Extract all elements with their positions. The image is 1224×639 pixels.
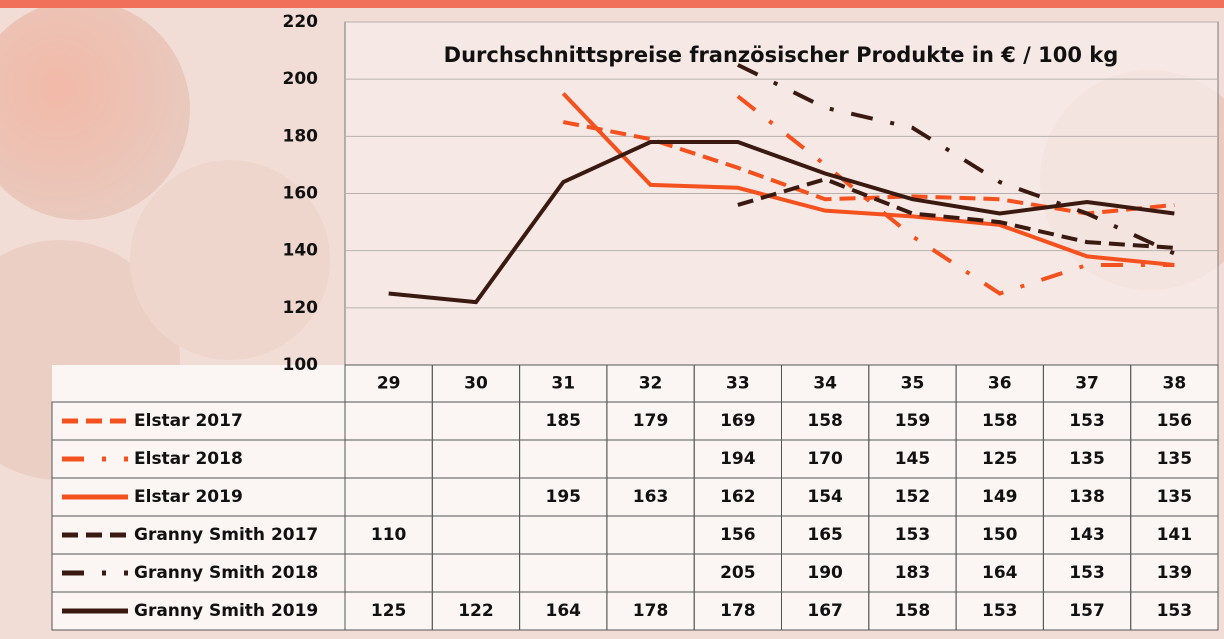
x-tick-label: 35	[901, 374, 925, 394]
table-value: 125	[982, 449, 1018, 469]
table-value: 153	[982, 601, 1018, 621]
table-value: 153	[895, 525, 931, 545]
table-value: 205	[720, 563, 756, 583]
x-tick-label: 34	[813, 374, 837, 394]
y-tick-label: 140	[283, 241, 319, 261]
y-tick-label: 160	[283, 184, 319, 204]
table-value: 149	[982, 487, 1018, 507]
legend-label: Granny Smith 2017	[134, 525, 318, 545]
series-line	[736, 94, 1175, 296]
top-strip	[0, 0, 1224, 8]
table-value: 163	[633, 487, 669, 507]
table-value: 178	[633, 601, 669, 621]
y-tick-label: 200	[283, 69, 319, 89]
table-value: 190	[807, 563, 843, 583]
table-value: 179	[633, 411, 669, 431]
table-value: 153	[1157, 601, 1193, 621]
table-cell	[1130, 591, 1219, 631]
table-value: 152	[895, 487, 931, 507]
table-value: 135	[1157, 449, 1193, 469]
table-value: 157	[1069, 601, 1105, 621]
x-tick-label: 29	[377, 374, 401, 394]
table-value: 156	[720, 525, 756, 545]
apple-decoration	[0, 0, 190, 220]
table-value: 185	[546, 411, 582, 431]
table-value: 110	[371, 525, 407, 545]
table-value: 138	[1069, 487, 1105, 507]
apple-decoration	[130, 160, 330, 360]
legend-label: Granny Smith 2018	[134, 563, 318, 583]
table-value: 169	[720, 411, 756, 431]
table-value: 159	[895, 411, 931, 431]
table-value: 164	[982, 563, 1018, 583]
series-line	[561, 92, 1175, 267]
table-value: 170	[807, 449, 843, 469]
table-value: 195	[546, 487, 582, 507]
table-value: 178	[720, 601, 756, 621]
table-value: 122	[458, 601, 494, 621]
legend-label: Elstar 2018	[134, 449, 243, 469]
table-value: 156	[1157, 411, 1193, 431]
series-line	[736, 63, 1176, 256]
table-value: 158	[982, 411, 1018, 431]
y-tick-label: 120	[283, 298, 319, 318]
table-value: 141	[1157, 525, 1193, 545]
table-value: 165	[807, 525, 843, 545]
table-value: 150	[982, 525, 1018, 545]
series-line	[388, 140, 1175, 305]
table-value: 164	[546, 601, 582, 621]
table-value: 139	[1157, 563, 1193, 583]
x-tick-label: 32	[639, 374, 663, 394]
y-tick-label: 220	[283, 12, 319, 32]
table-value: 162	[720, 487, 756, 507]
legend-label: Elstar 2017	[134, 411, 243, 431]
table-value: 135	[1069, 449, 1105, 469]
table-value: 153	[1069, 563, 1105, 583]
table-background	[52, 365, 1218, 630]
table-value: 125	[371, 601, 407, 621]
x-tick-label: 33	[726, 374, 750, 394]
legend-label: Granny Smith 2019	[134, 601, 318, 621]
x-tick-label: 37	[1075, 374, 1099, 394]
x-tick-label: 36	[988, 374, 1012, 394]
y-tick-label: 100	[283, 355, 319, 375]
table-value: 154	[807, 487, 843, 507]
y-tick-label: 180	[283, 126, 319, 146]
table-value: 158	[895, 601, 931, 621]
table-value: 158	[807, 411, 843, 431]
table-value: 153	[1069, 411, 1105, 431]
table-value: 143	[1069, 525, 1105, 545]
x-tick-label: 38	[1163, 374, 1187, 394]
table-value: 194	[720, 449, 756, 469]
chart-title: Durchschnittspreise französischer Produk…	[444, 43, 1119, 67]
x-tick-label: 30	[464, 374, 488, 394]
legend-label: Elstar 2019	[134, 487, 243, 507]
series-line	[737, 177, 1175, 250]
x-tick-label: 31	[551, 374, 575, 394]
table-value: 167	[807, 601, 843, 621]
table-value: 183	[895, 563, 931, 583]
table-value: 145	[895, 449, 931, 469]
table-value: 135	[1157, 487, 1193, 507]
